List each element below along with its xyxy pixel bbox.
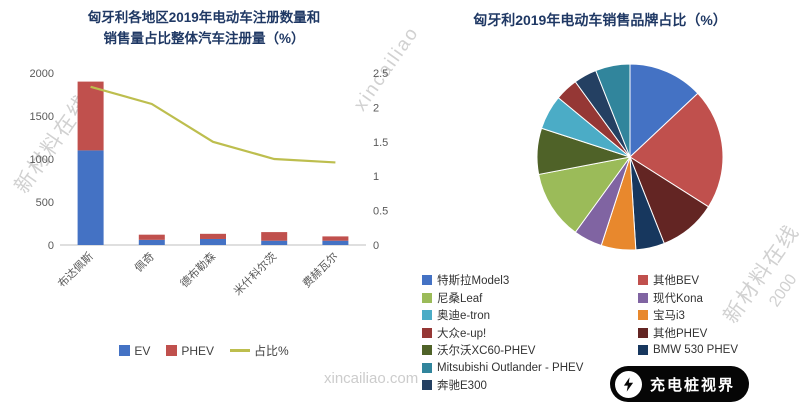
pie-slice-0 xyxy=(629,63,699,159)
pie-legend-item: 其他PHEV xyxy=(638,327,738,340)
legend-label: 奥迪e-tron xyxy=(437,310,491,322)
x-category-label: 费赫瓦尔 xyxy=(300,250,340,290)
legend-color-swatch xyxy=(638,275,648,285)
pie-slice-11 xyxy=(595,63,631,158)
legend-label: 其他PHEV xyxy=(653,327,708,340)
legend-label: Mitsubishi Outlander - PHEV xyxy=(437,361,584,374)
pie-legend-column-left: 特斯拉Model3 尼桑Leaf 奥迪e-tron 大众e-up! 沃尔沃XC60-PH… xyxy=(422,274,583,397)
x-category-label: 佩奇 xyxy=(131,249,156,274)
ratio-line-swatch xyxy=(230,349,251,352)
bar-ev-0 xyxy=(77,150,104,245)
bar-phev-3 xyxy=(261,232,288,241)
combo-chart-title: 匈牙利各地区2019年电动车注册数量和 销售量占比整体汽车注册量（%） xyxy=(18,7,390,49)
legend-phev-label: PHEV xyxy=(181,343,215,358)
y-axis-left-tick: 0 xyxy=(48,240,54,252)
legend-color-swatch xyxy=(638,327,648,338)
combo-chart-legend: EV PHEV 占比% xyxy=(18,342,390,359)
bar-ev-2 xyxy=(200,238,226,245)
ev-color-swatch xyxy=(119,345,131,356)
x-category-label: 米什科尔茨 xyxy=(231,249,280,298)
legend-ev-label: EV xyxy=(134,343,151,358)
legend-label: BMW 530 PHEV xyxy=(653,344,738,356)
logo-circle xyxy=(615,370,642,398)
legend-color-swatch xyxy=(422,292,432,303)
legend-color-swatch xyxy=(422,310,432,320)
pie-legend-column-right: 其他BEV 现代Kona 宝马i3 其他PHEV BMW 530 PHEV xyxy=(638,274,738,362)
lightning-bolt-icon xyxy=(623,376,634,392)
pie-legend-item: 宝马i3 xyxy=(638,309,738,322)
y-axis-left-tick: 500 xyxy=(36,197,54,209)
x-category-label: 布达佩斯 xyxy=(55,249,96,290)
y-axis-right-tick: 1.5 xyxy=(373,137,388,149)
legend-color-swatch xyxy=(422,362,432,373)
bar-ev-4 xyxy=(322,240,349,245)
legend-label: 沃尔沃XC60-PHEV xyxy=(437,345,536,357)
y-axis-right-tick: 0 xyxy=(373,240,379,252)
bar-phev-4 xyxy=(322,236,349,241)
pie-legend-item: 现代Kona xyxy=(638,292,738,305)
pie-legend-item: 其他BEV xyxy=(638,274,738,287)
pie-legend-item: 奥迪e-tron xyxy=(422,309,583,322)
pie-svg xyxy=(536,63,724,251)
pie-legend-item: 特斯拉Model3 xyxy=(422,274,583,287)
legend-color-swatch xyxy=(638,310,648,320)
pie-legend-item: 大众e-up! xyxy=(422,327,583,340)
logo-text: 充电桩视界 xyxy=(650,376,736,394)
combo-chart-title-line1: 匈牙利各地区2019年电动车注册数量和 xyxy=(87,10,321,25)
y-axis-left-tick: 1000 xyxy=(30,154,54,166)
brand-logo: 充电桩视界 xyxy=(610,366,750,402)
legend-label: 现代Kona xyxy=(653,292,703,305)
y-axis-right-tick: 2 xyxy=(373,102,379,114)
phev-color-swatch xyxy=(166,345,178,356)
bar-ev-3 xyxy=(261,240,288,245)
legend-label: 奔驰E300 xyxy=(437,380,487,392)
legend-label: 尼桑Leaf xyxy=(437,292,483,305)
legend-ratio-label: 占比% xyxy=(254,344,289,358)
combo-chart-title-line2: 销售量占比整体汽车注册量（%） xyxy=(103,31,305,46)
legend-label: 宝马i3 xyxy=(653,310,685,322)
pie-legend-item: Mitsubishi Outlander - PHEV xyxy=(422,362,583,374)
legend-color-swatch xyxy=(422,327,432,338)
pie-slice-6 xyxy=(538,156,632,233)
legend-item-phev: PHEV xyxy=(166,344,214,358)
pie-legend-item: 奔驰E300 xyxy=(422,379,583,392)
combo-plot-svg: 0 500 1000 1500 2000 0 0.5 1 1.5 2 2.5 布达佩斯 佩奇 德布勒森 米什… xyxy=(30,68,389,298)
bar-phev-2 xyxy=(200,233,226,239)
x-category-label: 德布勒森 xyxy=(177,249,218,290)
legend-color-swatch xyxy=(638,292,648,303)
pie-legend-item: BMW 530 PHEV xyxy=(638,344,738,356)
y-axis-right-tick: 0.5 xyxy=(373,206,388,218)
ratio-line xyxy=(90,85,336,164)
bar-phev-0 xyxy=(77,81,104,151)
legend-color-swatch xyxy=(422,345,432,355)
pie-chart-title: 匈牙利2019年电动车销售品牌占比（%） xyxy=(473,12,727,28)
pie-legend-item: 尼桑Leaf xyxy=(422,292,583,305)
legend-label: 特斯拉Model3 xyxy=(437,275,510,287)
legend-label: 大众e-up! xyxy=(437,327,487,340)
y-axis-left-tick: 2000 xyxy=(30,68,54,80)
legend-color-swatch xyxy=(422,380,432,390)
y-axis-left-tick: 1500 xyxy=(30,111,54,123)
pie-slice-1 xyxy=(629,92,724,208)
legend-item-ratio: 占比% xyxy=(230,342,289,359)
bar-ev-1 xyxy=(138,239,165,245)
legend-color-swatch xyxy=(422,275,432,285)
legend-label: 其他BEV xyxy=(653,275,700,287)
bar-phev-1 xyxy=(138,234,165,240)
watermark-bottom: xincailiao.com xyxy=(324,370,419,387)
y-axis-right-tick: 2.5 xyxy=(373,68,388,80)
pie-legend-item: 沃尔沃XC60-PHEV xyxy=(422,344,583,357)
legend-color-swatch xyxy=(638,345,648,355)
legend-item-ev: EV xyxy=(119,344,150,358)
y-axis-right-tick: 1 xyxy=(373,171,379,183)
